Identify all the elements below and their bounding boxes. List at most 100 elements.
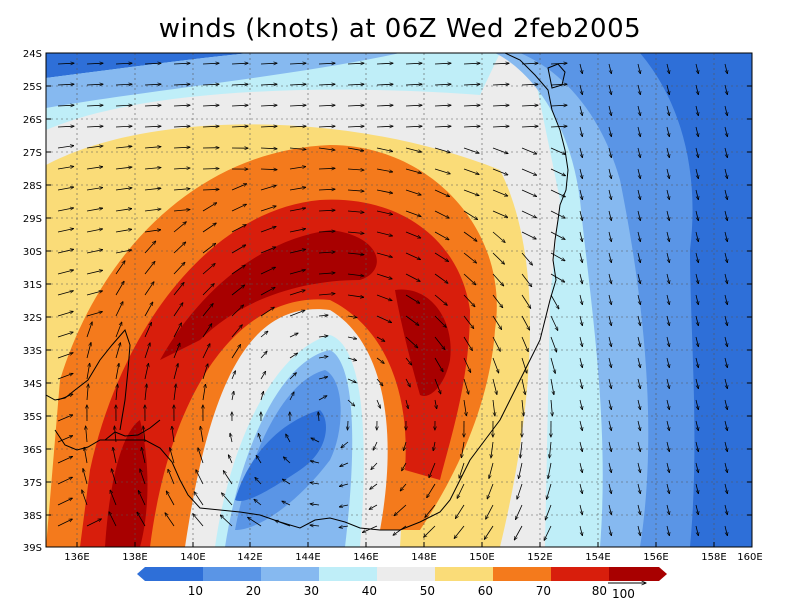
wind-vector	[637, 525, 640, 536]
lat-label: 25S	[23, 82, 42, 93]
wind-vector	[289, 310, 305, 317]
wind-vector	[579, 315, 582, 326]
wind-vector	[111, 469, 117, 485]
wind-vector	[173, 210, 190, 212]
wind-vector	[193, 514, 204, 527]
wind-vector	[608, 189, 611, 200]
wind-vector	[260, 331, 268, 338]
wind-vector	[463, 84, 480, 85]
wind-vector	[521, 210, 537, 218]
field-band-90-east	[395, 289, 451, 396]
lat-label: 35S	[23, 412, 42, 423]
wind-vector	[144, 322, 152, 338]
wind-vector	[608, 147, 611, 158]
wind-vector	[724, 63, 727, 74]
wind-vector	[86, 270, 103, 275]
wind-vector	[514, 525, 523, 540]
lon-label: 138E	[122, 552, 147, 563]
wind-vector	[289, 353, 298, 359]
wind-vector	[425, 504, 436, 517]
wind-vector	[87, 384, 88, 401]
wind-vector	[231, 126, 248, 127]
wind-vector	[434, 357, 443, 372]
wind-vector	[608, 525, 611, 536]
wind-vector	[405, 231, 421, 238]
wind-vector	[463, 357, 471, 373]
wind-vector	[434, 189, 450, 197]
wind-vector	[579, 210, 582, 221]
wind-vector	[637, 126, 640, 137]
wind-vector	[347, 232, 364, 234]
wind-vector	[339, 483, 349, 486]
wind-vector	[310, 461, 320, 463]
wind-vector	[666, 357, 669, 368]
wind-vector	[289, 270, 305, 275]
wind-vector	[86, 208, 103, 212]
wind-vector	[521, 147, 537, 154]
wind-vector	[579, 378, 582, 389]
wind-vector	[492, 357, 499, 373]
lat-label: 28S	[23, 181, 42, 192]
wind-vector	[637, 231, 640, 242]
colorbar-label: 10	[188, 584, 203, 598]
wind-vector	[666, 378, 669, 389]
wind-vector	[202, 264, 215, 275]
wind-vector	[666, 315, 669, 326]
field-band-30-northwest	[46, 53, 400, 108]
wind-vector	[724, 189, 727, 200]
wind-vector	[145, 384, 147, 401]
wind-vector	[310, 525, 320, 526]
wind-vector	[666, 483, 669, 494]
wind-vector	[173, 105, 190, 106]
wind-vector	[405, 252, 421, 260]
wind-vector	[550, 63, 567, 64]
lon-label: 142E	[237, 552, 262, 563]
wind-vector	[463, 231, 477, 241]
wind-vector	[143, 426, 146, 443]
wind-vector	[521, 105, 538, 106]
wind-vector	[550, 294, 559, 309]
wind-vector	[551, 399, 552, 416]
lon-label: 136E	[64, 552, 89, 563]
wind-vector	[547, 483, 552, 499]
colorbar-swatch-80	[551, 567, 609, 581]
wind-vector	[404, 441, 407, 451]
wind-vector	[57, 332, 73, 338]
wind-vector	[463, 147, 479, 153]
wind-vector	[637, 315, 640, 326]
wind-vector	[170, 448, 175, 464]
wind-vector	[637, 84, 640, 95]
wind-vector	[695, 420, 698, 431]
wind-vector	[173, 168, 190, 169]
wind-vector	[57, 270, 74, 275]
wind-vector	[666, 126, 669, 137]
wind-vector	[454, 525, 465, 539]
wind-vector	[400, 483, 407, 491]
wind-vector	[289, 392, 294, 401]
colorbar-swatch-20	[203, 567, 261, 581]
wind-vector	[429, 462, 436, 478]
wind-vector	[289, 126, 306, 127]
wind-vector	[724, 168, 727, 179]
wind-vector	[666, 273, 669, 284]
wind-vector	[579, 189, 582, 200]
wind-vector	[608, 462, 611, 473]
wind-vector	[376, 63, 393, 64]
wind-vector	[289, 63, 306, 64]
wind-vector	[231, 325, 242, 338]
wind-vector	[275, 520, 291, 527]
colorbar-swatch-10	[145, 567, 203, 581]
wind-vector	[289, 187, 306, 191]
wind-vector	[57, 353, 73, 359]
wind-vector	[144, 230, 161, 233]
wind-vector	[405, 126, 422, 127]
wind-vector	[463, 252, 477, 263]
wind-vector	[666, 105, 669, 116]
wind-vector	[637, 63, 640, 74]
wind-vector	[637, 336, 640, 347]
wind-vector	[318, 126, 335, 127]
wind-vector	[424, 525, 436, 537]
wind-vector	[318, 210, 335, 211]
wind-vector	[109, 512, 117, 527]
wind-vector	[608, 357, 611, 368]
